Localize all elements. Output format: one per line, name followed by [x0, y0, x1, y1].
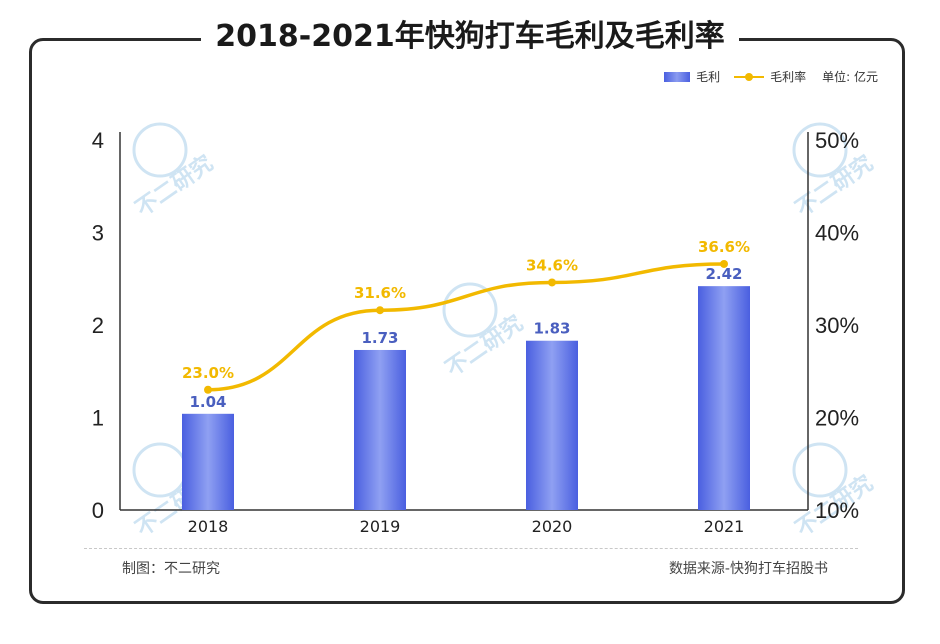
legend: 毛利 毛利率 单位: 亿元 — [664, 68, 878, 85]
bar-value-label-2021: 2.42 — [705, 265, 742, 283]
bar-2018 — [182, 413, 234, 510]
footer-credit: 制图：不二研究 — [122, 561, 220, 577]
bar-2019 — [354, 349, 406, 510]
legend-line-swatch — [734, 72, 765, 82]
watermark-logo-0 — [132, 122, 188, 178]
legend-bar-label: 毛利 — [696, 70, 721, 84]
line-value-label-2019: 31.6% — [354, 284, 406, 302]
watermark-text-0: 不二研究 — [131, 150, 218, 222]
bar-2020 — [526, 340, 578, 510]
y-left-tick-label: 3 — [92, 221, 104, 246]
legend-bar-swatch — [664, 71, 691, 82]
line-value-label-2018: 23.0% — [182, 364, 234, 382]
chart-title: 2018-2021年快狗打车毛利及毛利率 — [201, 19, 739, 54]
y-left-tick-label: 1 — [92, 406, 104, 431]
line-series-gross-margin — [207, 262, 725, 392]
legend-unit: 单位: 亿元 — [822, 70, 878, 84]
line-value-label-2021: 36.6% — [698, 238, 750, 256]
line-point-2018 — [204, 385, 212, 394]
footer-divider — [84, 548, 858, 549]
y-right-tick-label: 40% — [815, 221, 859, 246]
x-tick-label-2018: 2018 — [188, 517, 229, 536]
bar-2021 — [698, 286, 750, 510]
x-tick-label-2021: 2021 — [704, 517, 745, 536]
watermark-text-1: 不二研究 — [441, 310, 528, 382]
watermark-text-2: 不二研究 — [791, 150, 878, 222]
watermark-logo-4 — [792, 442, 848, 498]
y-right-tick-label: 10% — [815, 498, 859, 523]
line-point-2021 — [720, 259, 728, 268]
x-tick-label-2019: 2019 — [360, 517, 401, 536]
footer-source: 数据来源-快狗打车招股书 — [668, 561, 828, 577]
bar-value-label-2018: 1.04 — [189, 393, 226, 411]
legend-line-label: 毛利率 — [770, 70, 807, 84]
y-left-tick-label: 2 — [92, 313, 104, 338]
chart-title-wrap: 2018-2021年快狗打车毛利及毛利率 — [0, 14, 940, 60]
y-right-tick-label: 50% — [815, 128, 859, 153]
line-point-2020 — [548, 278, 556, 287]
y-left-tick-label: 4 — [92, 128, 104, 153]
y-right-tick-label: 30% — [815, 313, 859, 338]
watermark-logo-1 — [442, 282, 498, 338]
line-value-label-2020: 34.6% — [526, 256, 578, 274]
bar-value-label-2020: 1.83 — [533, 320, 570, 338]
y-right-tick-label: 20% — [815, 406, 859, 431]
y-left-tick-label: 0 — [92, 498, 104, 523]
watermark-logo-2 — [792, 122, 848, 178]
line-point-2019 — [376, 306, 384, 315]
x-tick-label-2020: 2020 — [532, 517, 573, 536]
bar-value-label-2019: 1.73 — [361, 329, 398, 347]
